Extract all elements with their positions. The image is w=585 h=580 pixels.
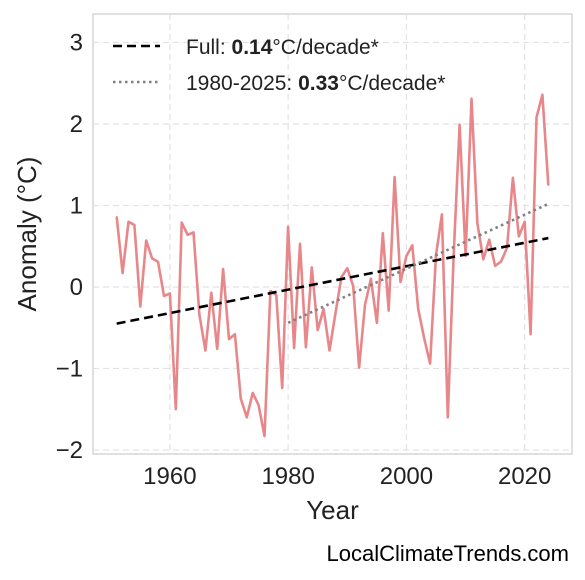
trend-layer xyxy=(116,202,549,325)
data-point xyxy=(174,408,177,411)
y-tick-label: 2 xyxy=(70,111,83,138)
plot-area xyxy=(92,13,573,455)
data-point xyxy=(322,308,325,310)
x-axis-title: Year xyxy=(306,495,359,525)
data-point xyxy=(305,346,307,349)
data-point xyxy=(145,239,148,242)
data-point xyxy=(239,397,242,400)
data-point xyxy=(180,221,183,224)
data-point xyxy=(458,123,461,126)
legend-entry-recent-trend: 1980-2025: 0.33°C/decade* xyxy=(186,72,445,95)
data-point xyxy=(157,260,159,263)
data-point xyxy=(405,255,408,257)
data-point xyxy=(269,290,272,292)
data-point xyxy=(452,253,455,256)
data-point xyxy=(535,116,538,119)
data-point xyxy=(352,285,355,287)
data-point xyxy=(234,333,236,336)
legend-recent-value: 0.33 xyxy=(298,72,339,95)
y-tick-label: −1 xyxy=(56,355,83,382)
legend-entry-full-trend: Full: 0.14°C/decade* xyxy=(186,36,379,59)
site-credit: LocalClimateTrends.com xyxy=(327,541,570,566)
legend-full-suffix: °C/decade* xyxy=(272,36,378,59)
data-point xyxy=(441,213,443,216)
data-point xyxy=(429,362,431,365)
y-tick-label: 1 xyxy=(70,192,83,219)
y-tick-label: 3 xyxy=(70,30,83,57)
data-point xyxy=(210,291,213,294)
data-point xyxy=(316,329,319,331)
data-point xyxy=(387,309,390,312)
data-point xyxy=(275,294,278,296)
data-point xyxy=(133,224,136,226)
data-point xyxy=(381,232,384,235)
legend-full-prefix: Full: xyxy=(186,36,232,59)
data-point xyxy=(423,337,426,340)
legend-recent-prefix: 1980-2025: xyxy=(186,72,298,95)
data-point xyxy=(334,312,337,314)
data-point xyxy=(216,348,219,350)
data-point xyxy=(127,220,130,223)
data-point xyxy=(529,333,532,336)
data-point xyxy=(198,313,201,316)
data-point xyxy=(121,272,124,274)
data-point xyxy=(476,222,479,225)
data-point xyxy=(222,268,225,270)
x-tick-label: 1980 xyxy=(261,463,314,490)
data-point xyxy=(287,225,289,228)
trend-line-full xyxy=(116,236,549,325)
data-point xyxy=(169,292,171,295)
data-point xyxy=(299,242,301,245)
data-point xyxy=(163,295,165,297)
data-point xyxy=(115,216,118,218)
data-point xyxy=(541,93,544,96)
data-point xyxy=(482,258,485,261)
data-point xyxy=(245,416,248,419)
data-point xyxy=(393,176,396,178)
data-point xyxy=(488,238,491,241)
series-line xyxy=(115,93,550,438)
legend-recent-suffix: °C/decade* xyxy=(339,72,445,95)
data-point xyxy=(494,264,496,267)
legend-full-value: 0.14 xyxy=(232,36,273,59)
data-point xyxy=(281,387,284,389)
data-point xyxy=(228,338,230,340)
x-tick-label: 2000 xyxy=(380,463,433,490)
data-point xyxy=(186,233,189,236)
data-point xyxy=(512,176,514,179)
data-point xyxy=(399,281,402,283)
x-tick-label: 2020 xyxy=(498,463,551,490)
data-point xyxy=(358,366,360,369)
data-point xyxy=(328,349,331,352)
data-point xyxy=(204,349,207,352)
y-tick-label: −2 xyxy=(56,437,83,464)
data-point xyxy=(192,231,195,234)
legend: Full: 0.14°C/decade* 1980-2025: 0.33°C/d… xyxy=(113,36,445,95)
data-point xyxy=(376,321,378,324)
data-point xyxy=(411,244,414,247)
data-point xyxy=(364,304,366,306)
data-point xyxy=(257,404,260,406)
y-tick-label: 0 xyxy=(70,274,83,301)
data-point xyxy=(446,416,449,419)
data-point xyxy=(417,308,420,310)
data-point xyxy=(523,220,526,223)
data-point xyxy=(340,276,343,279)
data-point xyxy=(547,184,550,187)
data-point xyxy=(310,266,313,269)
data-point xyxy=(346,267,349,270)
data-point xyxy=(370,277,372,280)
data-point xyxy=(470,97,473,100)
data-point xyxy=(500,260,502,263)
data-point xyxy=(139,305,142,308)
data-point xyxy=(263,435,266,437)
y-axis-title: Anomaly (°C) xyxy=(12,157,42,312)
axis-ticks: 1960 1980 2000 2020 −2 −1 0 1 2 3 xyxy=(56,30,552,490)
x-tick-label: 1960 xyxy=(143,463,196,490)
data-point xyxy=(251,392,254,394)
data-point xyxy=(517,235,520,238)
data-point xyxy=(293,347,295,349)
data-point xyxy=(151,257,154,260)
